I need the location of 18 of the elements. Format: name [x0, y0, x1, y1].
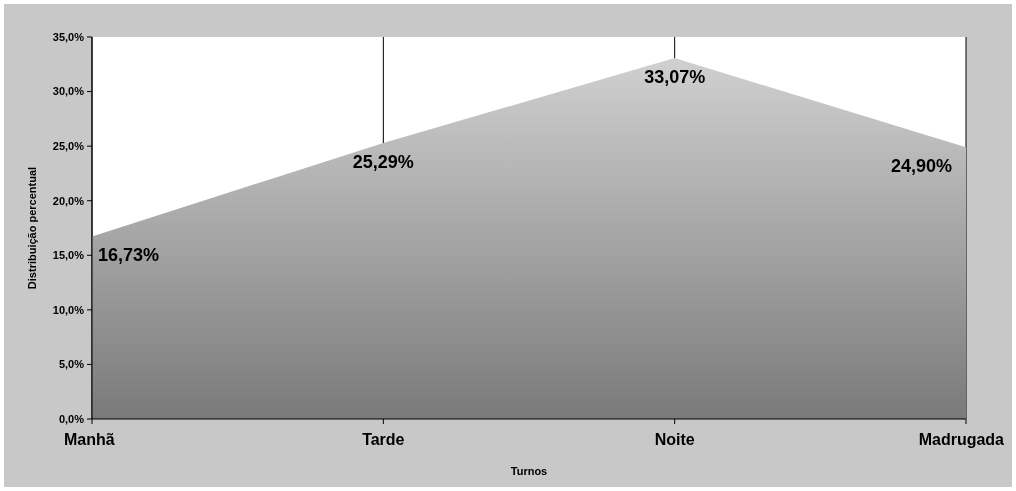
x-tick-label: Manhã: [64, 431, 115, 448]
x-tick-label: Noite: [654, 431, 695, 448]
y-axis-title: Distribuição percentual: [26, 166, 38, 290]
y-tick-label: 10,0%: [52, 303, 85, 316]
data-label: 33,07%: [644, 67, 706, 88]
y-tick-label: 15,0%: [52, 249, 85, 262]
y-tick-label: 20,0%: [52, 194, 85, 207]
data-label: 16,73%: [98, 245, 160, 266]
y-tick-label: 25,0%: [52, 139, 85, 152]
y-tick-label: 35,0%: [52, 30, 85, 43]
y-tick-label: 0,0%: [58, 412, 85, 425]
x-tick-label: Madrugada: [918, 431, 1005, 448]
x-axis-title: Turnos: [510, 465, 548, 477]
y-tick-label: 30,0%: [52, 85, 85, 98]
y-tick-label: 5,0%: [58, 358, 85, 371]
data-label: 24,90%: [890, 156, 952, 177]
data-label: 25,29%: [352, 151, 414, 172]
x-tick-label: Tarde: [362, 431, 405, 448]
